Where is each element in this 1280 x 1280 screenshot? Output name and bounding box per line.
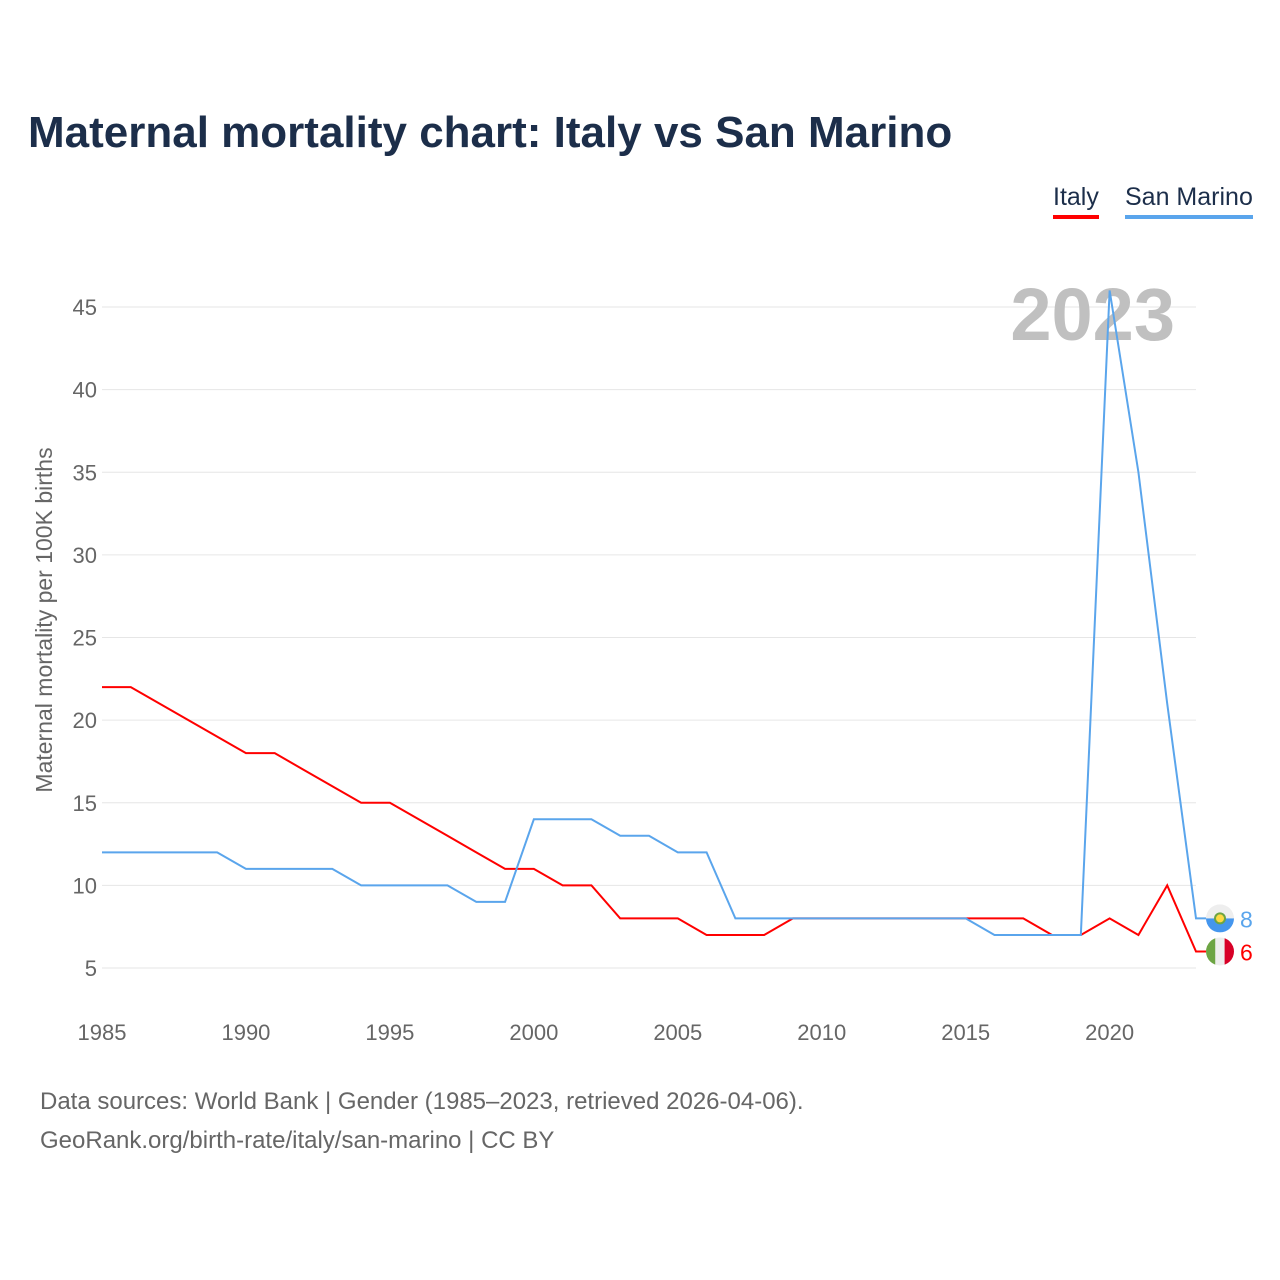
y-tick-label: 15	[73, 791, 97, 816]
legend-san-marino[interactable]: San Marino	[1125, 183, 1253, 219]
y-tick-label: 20	[73, 708, 97, 733]
y-tick-label: 35	[73, 460, 97, 485]
series-line-italy	[102, 686, 1206, 953]
x-tick-label: 2010	[797, 1020, 846, 1045]
source-url: GeoRank.org/birth-rate/italy/san-marino …	[40, 1127, 555, 1154]
year-watermark: 2023	[1010, 273, 1175, 356]
y-axis-label: Maternal mortality per 100K births	[31, 447, 57, 792]
end-value-label: 6	[1240, 939, 1253, 965]
chart-title: Maternal mortality chart: Italy vs San M…	[28, 108, 953, 157]
y-tick-label: 5	[85, 956, 97, 981]
y-tick-label: 45	[73, 295, 97, 320]
x-tick-label: 2005	[653, 1020, 702, 1045]
y-tick-label: 30	[73, 543, 97, 568]
source-line: Data sources: World Bank | Gender (1985–…	[40, 1088, 804, 1115]
x-tick-label: 1995	[365, 1020, 414, 1045]
x-tick-label: 1990	[221, 1020, 270, 1045]
italy-flag-icon	[1206, 937, 1234, 966]
x-tick-label: 2020	[1085, 1020, 1134, 1045]
san-marino-flag-icon	[1206, 904, 1234, 933]
series-line-san-marino	[102, 290, 1206, 936]
x-tick-label: 2000	[509, 1020, 558, 1045]
y-tick-label: 10	[73, 873, 97, 898]
legend-italy[interactable]: Italy	[1053, 183, 1099, 219]
y-tick-label: 25	[73, 626, 97, 651]
y-tick-label: 40	[73, 378, 97, 403]
end-value-label: 8	[1240, 906, 1253, 932]
x-tick-label: 2015	[941, 1020, 990, 1045]
x-tick-label: 1985	[78, 1020, 127, 1045]
